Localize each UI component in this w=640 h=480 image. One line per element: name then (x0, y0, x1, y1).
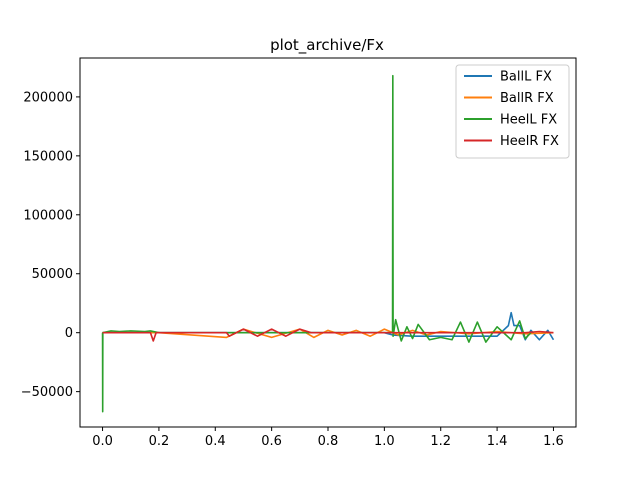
series-line-heell-fx (101, 74, 532, 413)
y-axis: −50000 0 50000 100000 150000 200000 (21, 90, 80, 400)
series-layer (101, 74, 555, 413)
legend-label: HeelR FX (500, 134, 559, 149)
legend-label: HeelL FX (500, 113, 557, 128)
series-line-balll-fx (102, 311, 555, 341)
x-tick-label: 0.2 (149, 434, 170, 449)
y-tick-label: 50000 (32, 267, 73, 282)
x-tick-label: 1.2 (430, 434, 451, 449)
x-tick-label: 1.0 (374, 434, 395, 449)
series-line-heelr-fx (102, 328, 554, 342)
x-tick-label: 0.8 (318, 434, 339, 449)
legend-label: BallR FX (500, 91, 554, 106)
y-tick-label: 0 (65, 326, 73, 341)
x-tick-label: 0.4 (205, 434, 226, 449)
legend: BallL FX BallR FX HeelL FX HeelR FX (455, 64, 570, 159)
x-tick-label: 1.6 (543, 434, 564, 449)
y-tick-label: 150000 (23, 149, 73, 164)
chart-title: plot_archive/Fx (270, 36, 384, 55)
x-tick-label: 0.6 (261, 434, 282, 449)
legend-label: BallL FX (500, 70, 552, 85)
x-axis: 0.0 0.2 0.4 0.6 0.8 1.0 1.2 1.4 1.6 (92, 427, 564, 449)
y-tick-label: 100000 (23, 208, 73, 223)
x-tick-label: 1.4 (487, 434, 508, 449)
y-tick-label: 200000 (23, 90, 73, 105)
y-tick-label: −50000 (21, 385, 73, 400)
x-tick-label: 0.0 (92, 434, 113, 449)
legend-box (455, 64, 570, 159)
